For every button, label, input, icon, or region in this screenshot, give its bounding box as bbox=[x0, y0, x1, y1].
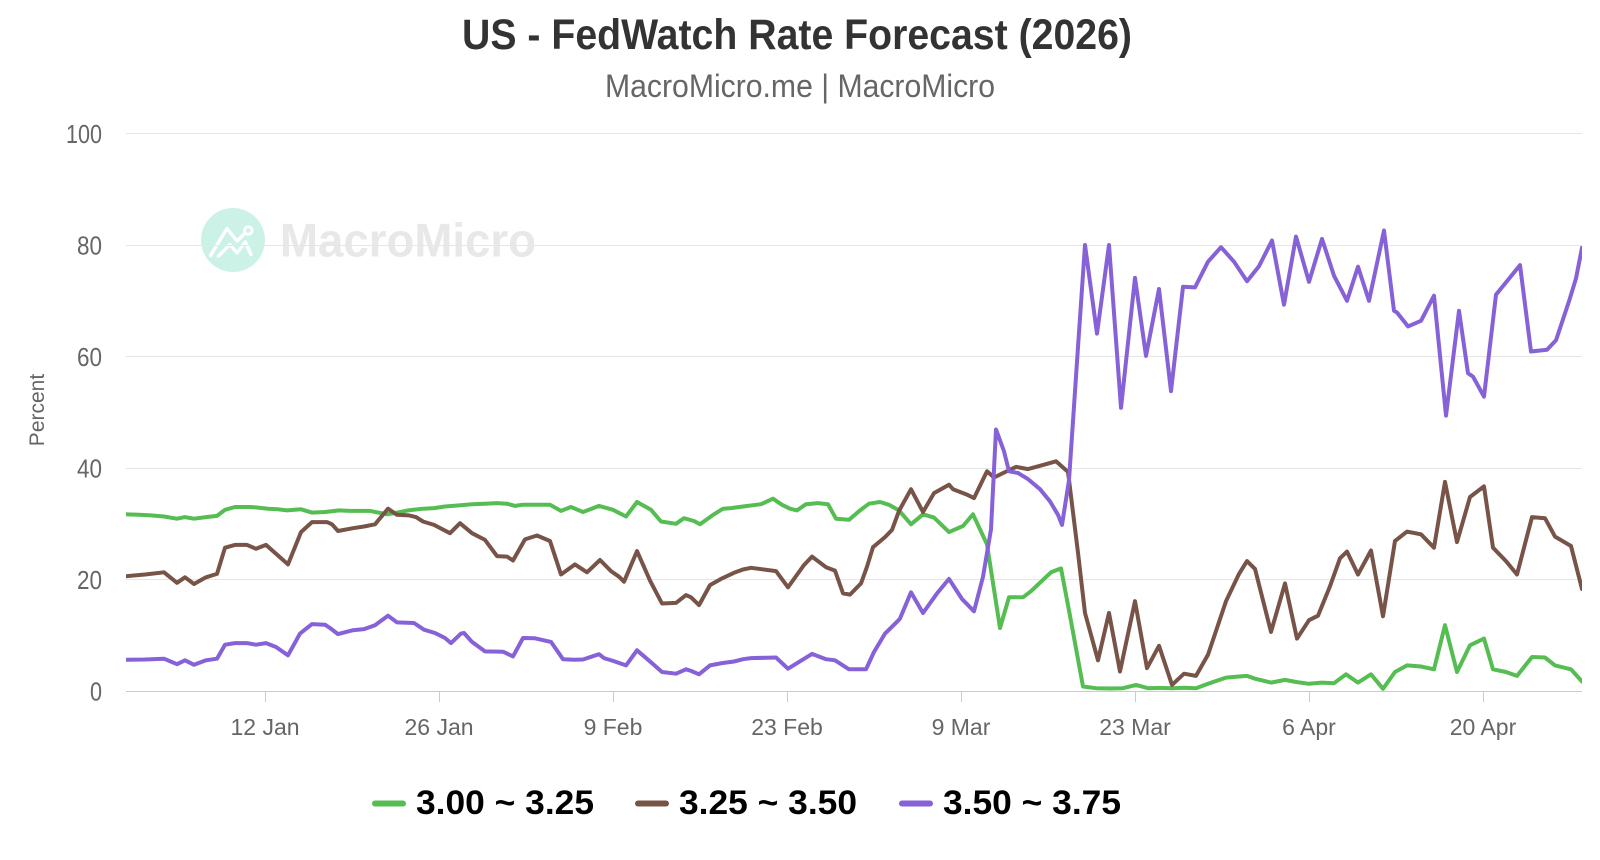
svg-text:MacroMicro: MacroMicro bbox=[280, 214, 536, 267]
svg-text:Percent: Percent bbox=[26, 374, 49, 447]
svg-text:3.00 ~ 3.25: 3.00 ~ 3.25 bbox=[416, 784, 594, 822]
svg-text:0: 0 bbox=[90, 677, 102, 707]
svg-text:100: 100 bbox=[66, 119, 102, 149]
svg-text:23 Mar: 23 Mar bbox=[1099, 714, 1171, 740]
svg-text:MacroMicro.me | MacroMicro: MacroMicro.me | MacroMicro bbox=[605, 68, 995, 104]
svg-text:9 Mar: 9 Mar bbox=[932, 714, 991, 740]
svg-text:26 Jan: 26 Jan bbox=[404, 714, 473, 740]
svg-text:12 Jan: 12 Jan bbox=[230, 714, 299, 740]
svg-text:3.25 ~ 3.50: 3.25 ~ 3.50 bbox=[679, 784, 857, 822]
svg-text:9 Feb: 9 Feb bbox=[584, 714, 643, 740]
svg-text:60: 60 bbox=[77, 342, 102, 372]
svg-text:20 Apr: 20 Apr bbox=[1450, 714, 1517, 740]
svg-text:23 Feb: 23 Feb bbox=[751, 714, 823, 740]
svg-text:40: 40 bbox=[77, 454, 102, 484]
svg-text:3.50 ~ 3.75: 3.50 ~ 3.75 bbox=[943, 784, 1121, 822]
svg-text:20: 20 bbox=[77, 565, 102, 595]
svg-text:6 Apr: 6 Apr bbox=[1282, 714, 1336, 740]
svg-text:80: 80 bbox=[77, 231, 102, 261]
svg-text:US - FedWatch Rate Forecast (2: US - FedWatch Rate Forecast (2026) bbox=[462, 11, 1132, 59]
